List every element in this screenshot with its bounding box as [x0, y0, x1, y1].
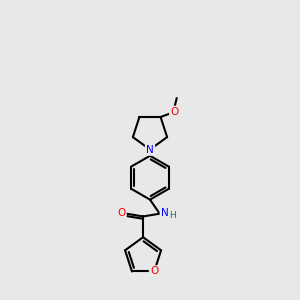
Text: O: O — [170, 107, 178, 117]
Text: O: O — [117, 208, 125, 218]
Text: H: H — [169, 212, 176, 220]
Text: O: O — [150, 266, 158, 277]
Text: N: N — [161, 208, 169, 218]
Text: N: N — [146, 145, 154, 154]
